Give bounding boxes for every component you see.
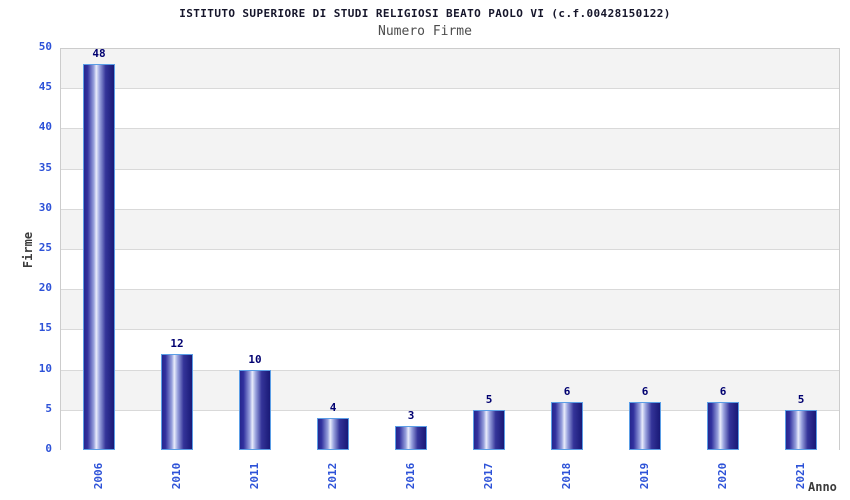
x-tick-label: 2017 — [482, 462, 495, 490]
gridline — [61, 289, 839, 291]
x-tick-label: 2010 — [170, 462, 183, 490]
y-tick-label: 45 — [38, 80, 52, 94]
y-tick-label: 10 — [38, 361, 52, 375]
x-tick-label: 2019 — [638, 462, 651, 490]
bar — [473, 409, 505, 450]
y-tick-label: 0 — [45, 442, 52, 455]
gridline — [61, 249, 839, 250]
gridline — [61, 168, 839, 170]
y-tick-label: 50 — [38, 40, 52, 53]
x-tick-label: 2011 — [248, 462, 261, 490]
y-axis-title: Firme — [21, 231, 35, 269]
x-tick-label: 2012 — [326, 462, 339, 490]
plot-band — [61, 49, 839, 90]
y-tick-label: 5 — [45, 401, 52, 415]
bar — [551, 401, 583, 450]
gridline — [61, 409, 839, 411]
bar — [83, 64, 115, 450]
gridline — [61, 208, 839, 210]
plot-band — [61, 129, 839, 170]
bar — [629, 401, 661, 450]
bar-value-label: 5 — [485, 392, 493, 406]
x-tick-label: 2020 — [716, 462, 729, 490]
bar-value-label: 10 — [248, 352, 262, 366]
bar-value-label: 5 — [797, 392, 805, 406]
bar — [707, 401, 739, 450]
y-tick-label: 15 — [38, 321, 52, 335]
chart-subtitle: Numero Firme — [378, 24, 472, 39]
x-tick-label: 2021 — [794, 462, 807, 490]
x-tick-label: 2018 — [560, 462, 573, 490]
gridline — [61, 128, 839, 130]
bar-value-label: 6 — [641, 384, 649, 398]
bar — [161, 353, 193, 450]
plot-area — [60, 48, 840, 451]
plot-band — [61, 169, 839, 210]
y-tick-label: 40 — [38, 120, 52, 134]
gridline — [61, 329, 839, 331]
gridline — [61, 369, 839, 371]
bar — [239, 369, 271, 450]
y-tick-label: 30 — [38, 200, 52, 214]
gridline — [61, 88, 839, 90]
y-tick-label: 35 — [38, 160, 52, 174]
bar-value-label: 12 — [170, 336, 184, 350]
bar — [317, 417, 349, 450]
x-tick-label: 2016 — [404, 462, 417, 490]
plot-band — [61, 209, 839, 250]
bar-value-label: 6 — [719, 384, 727, 398]
bar — [395, 425, 427, 450]
bar-value-label: 6 — [563, 384, 571, 398]
x-axis-title: Anno — [808, 480, 837, 494]
chart-title: ISTITUTO SUPERIORE DI STUDI RELIGIOSI BE… — [179, 7, 671, 20]
y-tick-label: 20 — [38, 281, 52, 295]
plot-band — [61, 250, 839, 291]
bar — [785, 409, 817, 450]
plot-band — [61, 89, 839, 130]
bar-value-label: 3 — [407, 408, 415, 422]
y-tick-label: 25 — [38, 241, 52, 254]
bar-value-label: 4 — [329, 400, 337, 414]
x-tick-label: 2006 — [92, 462, 105, 490]
bar-value-label: 48 — [92, 47, 106, 61]
plot-band — [61, 290, 839, 331]
